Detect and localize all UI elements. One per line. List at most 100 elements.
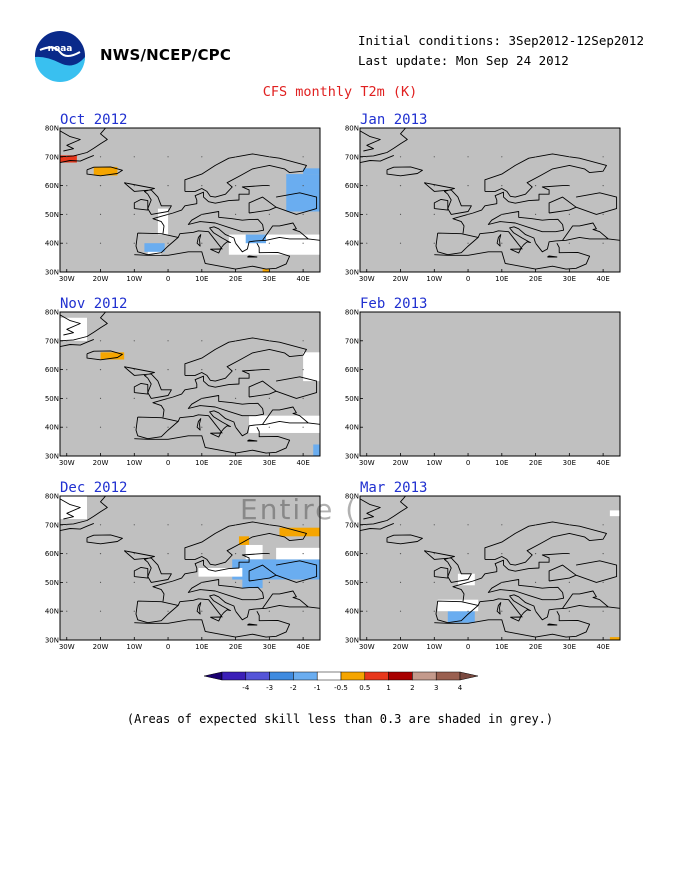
lon-tick-label: 0 — [466, 459, 470, 467]
coastline — [210, 432, 222, 438]
lon-tick-label: 10E — [495, 275, 508, 283]
colorbar-swatch — [435, 671, 461, 681]
coastline — [86, 534, 123, 545]
grid-dot — [433, 581, 435, 583]
grid-dot — [399, 156, 402, 158]
anomaly-cell — [303, 352, 320, 382]
grid-dot — [568, 242, 570, 244]
coastline — [262, 590, 309, 609]
grid-dot — [66, 524, 68, 526]
coastline — [360, 130, 381, 152]
grid-dot — [167, 156, 169, 158]
lon-tick-label: 10W — [126, 643, 142, 651]
lat-tick-label: 80N — [45, 309, 59, 317]
coastline — [275, 376, 318, 399]
agency-name: NWS/NCEP/CPC — [100, 46, 232, 64]
anomaly-cell — [157, 208, 169, 235]
grid-dot — [302, 213, 304, 215]
coastline — [60, 154, 94, 164]
grid-dot — [234, 610, 237, 612]
grid-dot — [602, 213, 604, 215]
coastline — [547, 255, 558, 258]
grid-dot — [268, 156, 270, 158]
coastline — [484, 153, 607, 198]
grid-dot — [433, 242, 435, 244]
coastline — [433, 198, 449, 211]
coastline — [575, 560, 618, 583]
coastline — [575, 192, 618, 215]
anomaly-cell — [609, 510, 620, 517]
grid-dot — [602, 524, 604, 526]
grid-dot — [234, 397, 237, 399]
grid-dot — [568, 213, 570, 215]
grid-dot — [568, 553, 570, 555]
coastline — [433, 566, 449, 579]
grid-dot — [268, 581, 270, 583]
map-dec-2012: 30W 20W 10W 0 10E 20E 30E 40E 30N 40N 50N 60N 70N 80N — [45, 493, 321, 651]
coastline-group — [360, 496, 620, 638]
grid-dot — [366, 524, 368, 526]
grid-dot — [234, 156, 237, 158]
colorbar-swatch — [340, 671, 366, 681]
coastline — [60, 130, 81, 152]
coastline — [133, 566, 149, 579]
grid-dot — [99, 581, 102, 583]
grid-dot — [602, 185, 604, 187]
coastline — [152, 185, 270, 234]
lat-tick-label: 70N — [45, 153, 59, 161]
grid-dot — [268, 369, 270, 371]
grid-dot — [433, 524, 435, 526]
noaa-logo: noaa — [35, 31, 85, 82]
grid-dot — [201, 242, 203, 244]
grid-dot — [467, 524, 469, 526]
grid-dot — [302, 397, 304, 399]
lon-tick-label: 0 — [466, 643, 470, 651]
grid-dot — [201, 369, 203, 371]
grid-dot — [501, 185, 503, 187]
logo-text: noaa — [48, 44, 73, 54]
lon-tick-label: 10W — [426, 643, 442, 651]
grid-dot — [201, 553, 203, 555]
lat-tick-label: 60N — [45, 550, 59, 558]
lat-tick-label: 50N — [45, 579, 59, 587]
lon-tick-label: 0 — [166, 275, 170, 283]
coastline — [152, 553, 270, 602]
grid-dot — [99, 185, 102, 187]
coastline-group — [360, 128, 620, 270]
colorbar-swatch — [245, 671, 270, 681]
lat-tick-label: 40N — [45, 608, 59, 616]
panel-title: Mar 2013 — [360, 480, 428, 496]
colorbar-high-cap — [459, 671, 479, 681]
lon-tick-label: 30E — [563, 275, 576, 283]
colorbar-swatch — [293, 671, 318, 681]
colorbar-low-cap — [203, 671, 223, 681]
colorbar-label: -3 — [266, 684, 273, 692]
colorbar-swatch — [316, 671, 342, 681]
lon-tick-label: 30W — [59, 643, 75, 651]
grid-dot — [133, 581, 135, 583]
anomaly-cell — [60, 155, 77, 163]
grid-dot — [302, 156, 304, 158]
grid-dot — [66, 581, 68, 583]
lon-tick-label: 10W — [126, 275, 142, 283]
grid-dot — [66, 610, 68, 612]
coastline — [184, 153, 307, 198]
anomaly-cell — [232, 559, 320, 580]
grid-dot — [133, 397, 135, 399]
anomaly-cell — [437, 599, 479, 612]
coastline — [496, 234, 502, 247]
map-background — [360, 128, 620, 272]
grid-dot — [467, 156, 469, 158]
lat-tick-label: 80N — [345, 309, 359, 317]
grid-dot — [167, 581, 169, 583]
grid-dot — [366, 610, 368, 612]
lon-tick-label: 40E — [296, 459, 309, 467]
grid-dot — [201, 524, 203, 526]
grid-dot — [501, 553, 503, 555]
lon-tick-label: 40E — [596, 459, 609, 467]
anomaly-cell — [60, 496, 88, 520]
grid-dot — [99, 426, 102, 428]
coastline — [86, 166, 123, 177]
grid-dot — [268, 213, 270, 215]
lon-tick-label: 20E — [229, 275, 242, 283]
